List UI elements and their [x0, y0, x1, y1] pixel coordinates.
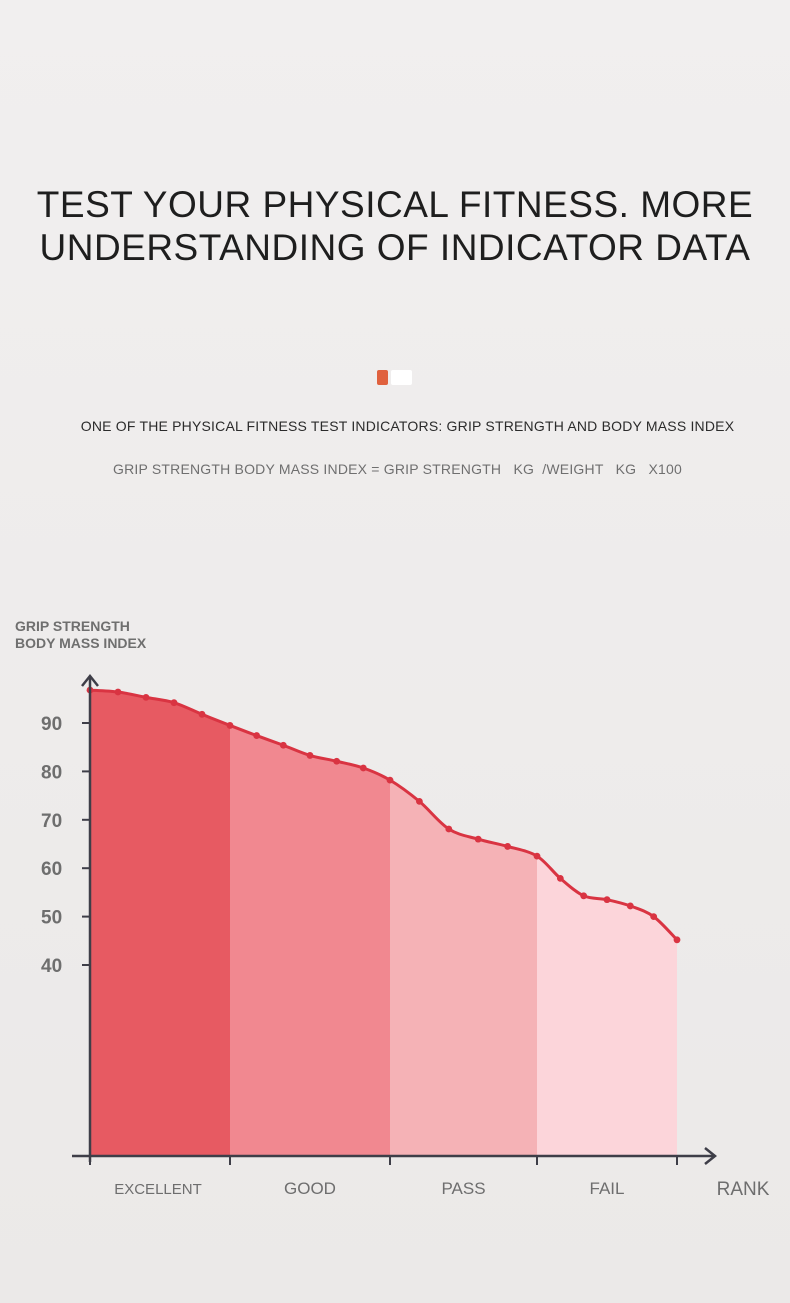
y-axis-label: GRIP STRENGTH BODY MASS INDEX: [15, 618, 146, 652]
x-category-label-pass: PASS: [441, 1179, 485, 1198]
data-point-7: [253, 732, 261, 739]
data-point-23: [673, 936, 681, 944]
area-band-pass: [390, 690, 537, 1156]
carousel-dot-active[interactable]: [377, 370, 388, 385]
data-point-21: [626, 902, 634, 910]
carousel-dot[interactable]: [391, 370, 412, 385]
data-point-19: [580, 892, 588, 900]
data-point-22: [650, 913, 658, 920]
y-axis-arrow-icon: [81, 673, 99, 687]
data-point-11: [359, 764, 367, 772]
data-point-2: [114, 688, 122, 696]
y-tick-label-70: 70: [41, 811, 62, 832]
title-line-2: UNDERSTANDING OF INDICATOR DATA: [39, 227, 751, 268]
data-point-12: [386, 776, 394, 784]
data-point-3: [142, 693, 150, 701]
subtitle: ONE OF THE PHYSICAL FITNESS TEST INDICAT…: [80, 418, 735, 434]
area-band-excellent: [90, 690, 230, 1156]
y-tick-label-80: 80: [41, 762, 62, 783]
x-axis-arrow-icon: [704, 1147, 718, 1165]
data-point-18: [556, 874, 564, 882]
data-point-15: [474, 835, 482, 843]
data-point-5: [198, 710, 206, 718]
y-tick-label-90: 90: [41, 714, 62, 735]
data-point-14: [445, 825, 453, 833]
data-point-13: [416, 798, 423, 805]
data-point-4: [170, 699, 178, 707]
area-fill-group: [90, 690, 677, 1156]
y-tick-label-50: 50: [41, 908, 62, 929]
formula-text: GRIP STRENGTH BODY MASS INDEX = GRIP STR…: [112, 461, 682, 477]
y-axis-label-line-1: GRIP STRENGTH: [15, 618, 130, 634]
x-category-label-excellent: EXCELLENT: [114, 1181, 202, 1198]
data-point-17: [533, 852, 541, 860]
data-point-20: [603, 896, 611, 904]
area-band-good: [230, 690, 390, 1156]
data-point-8: [279, 741, 287, 749]
y-tick-label-40: 40: [41, 956, 62, 977]
data-point-16: [504, 843, 511, 850]
x-axis-label: RANK: [717, 1179, 770, 1200]
title-line-1: TEST YOUR PHYSICAL FITNESS. MORE: [36, 184, 754, 225]
x-category-label-good: GOOD: [284, 1179, 336, 1198]
carousel-indicator: [377, 370, 412, 385]
data-point-10: [333, 757, 341, 765]
data-point-9: [306, 752, 314, 759]
x-category-label-fail: FAIL: [590, 1179, 625, 1198]
y-axis-label-line-2: BODY MASS INDEX: [15, 635, 147, 651]
data-point-6: [226, 722, 234, 729]
page-title: TEST YOUR PHYSICAL FITNESS. MORE UNDERST…: [0, 183, 790, 269]
y-tick-label-60: 60: [41, 859, 62, 880]
